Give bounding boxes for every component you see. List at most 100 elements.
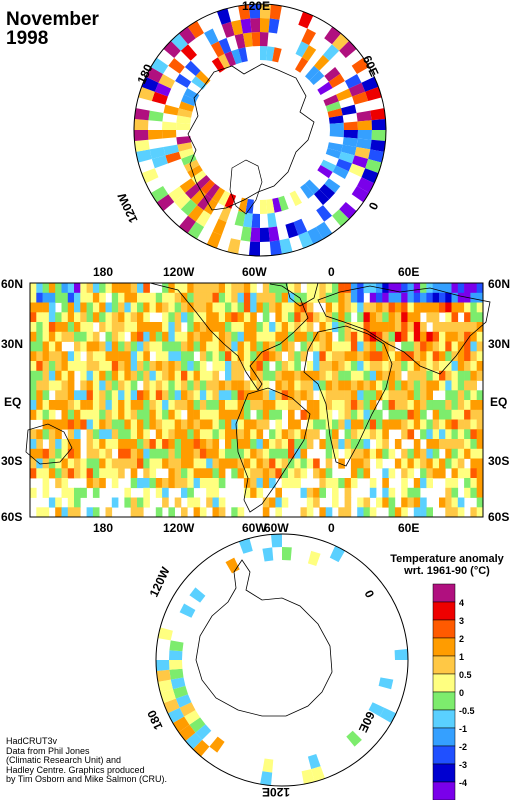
- anomaly-cell: [158, 74, 176, 89]
- anomaly-cell: [363, 331, 371, 342]
- anomaly-cell: [382, 468, 389, 479]
- anomaly-cell: [394, 302, 402, 313]
- anomaly-cell: [432, 361, 440, 372]
- anomaly-cell: [332, 370, 339, 381]
- anomaly-cell: [169, 660, 183, 670]
- world-top-lon-120w: 120W: [163, 265, 195, 279]
- anomaly-cell: [187, 419, 194, 430]
- anomaly-cell: [451, 283, 459, 294]
- anomaly-cell: [187, 390, 194, 401]
- anomaly-cell: [388, 507, 396, 518]
- anomaly-cell: [269, 331, 276, 342]
- anomaly-cell: [74, 400, 81, 411]
- anomaly-cell: [363, 302, 371, 313]
- anomaly-cell: [262, 390, 270, 401]
- anomaly-cell: [170, 33, 188, 51]
- anomaly-cell: [193, 380, 201, 391]
- anomaly-cell: [319, 507, 326, 518]
- anomaly-cell: [174, 380, 182, 391]
- north-label-120e: 120E: [242, 0, 271, 13]
- anomaly-cell: [464, 331, 471, 342]
- anomaly-cell: [476, 370, 484, 381]
- anomaly-cell: [118, 312, 125, 323]
- anomaly-cell: [138, 86, 155, 101]
- legend-tick-label: 0: [459, 688, 465, 698]
- anomaly-cell: [48, 468, 56, 479]
- anomaly-cell: [179, 178, 196, 193]
- anomaly-cell: [394, 312, 402, 323]
- anomaly-cell: [394, 439, 402, 450]
- anomaly-cell: [231, 48, 242, 65]
- anomaly-cell: [250, 487, 257, 498]
- south-label-60w: 60W: [264, 521, 289, 535]
- anomaly-cell: [187, 165, 203, 179]
- world-right-lat-60n: 60N: [488, 277, 511, 291]
- anomaly-cell: [306, 322, 314, 333]
- anomaly-cell: [432, 429, 440, 440]
- anomaly-cell: [61, 302, 69, 313]
- anomaly-cell: [407, 370, 415, 381]
- anomaly-cell: [61, 361, 69, 372]
- anomaly-cell: [199, 361, 207, 372]
- anomaly-cell: [181, 302, 188, 313]
- anomaly-cell: [470, 322, 477, 333]
- anomaly-cell: [262, 497, 270, 508]
- anomaly-cell: [237, 351, 245, 362]
- anomaly-cell: [338, 302, 345, 313]
- anomaly-cell: [218, 478, 226, 489]
- anomaly-cell: [445, 507, 452, 518]
- anomaly-cell: [288, 429, 295, 440]
- anomaly-cell: [256, 487, 264, 498]
- anomaly-cell: [388, 292, 396, 303]
- anomaly-cell: [256, 400, 264, 411]
- anomaly-cell: [67, 448, 75, 459]
- anomaly-cell: [206, 331, 213, 342]
- anomaly-cell: [457, 322, 465, 333]
- legend-title: Temperature anomaly wrt. 1961-90 (°C): [382, 553, 512, 577]
- anomaly-cell: [162, 341, 169, 352]
- anomaly-cell: [401, 400, 408, 411]
- anomaly-cell: [249, 241, 260, 256]
- credit-line: HadCRUT3v: [6, 736, 58, 746]
- anomaly-cell: [457, 341, 465, 352]
- anomaly-cell: [86, 341, 94, 352]
- anomaly-cell: [401, 283, 408, 294]
- anomaly-cell: [55, 400, 62, 411]
- anomaly-cell: [445, 302, 452, 313]
- legend-swatch: [432, 619, 456, 639]
- anomaly-cell: [369, 507, 377, 518]
- anomaly-cell: [36, 448, 43, 459]
- anomaly-cell: [426, 370, 433, 381]
- anomaly-cell: [218, 302, 226, 313]
- anomaly-cell: [149, 322, 157, 333]
- anomaly-cell: [137, 341, 144, 352]
- anomaly-cell: [317, 165, 333, 179]
- anomaly-cell: [470, 312, 477, 323]
- world-left-lat-eq: EQ: [4, 395, 22, 409]
- anomaly-cell: [250, 322, 257, 333]
- anomaly-cell: [420, 400, 427, 411]
- anomaly-cell: [300, 468, 308, 479]
- anomaly-cell: [74, 507, 81, 518]
- anomaly-cell: [30, 458, 37, 469]
- anomaly-cell: [199, 370, 207, 381]
- anomaly-cell: [420, 331, 427, 342]
- anomaly-cell: [439, 341, 446, 352]
- anomaly-cell: [99, 292, 106, 303]
- credit-line: Hadley Centre. Graphics produced: [6, 764, 145, 775]
- anomaly-cell: [363, 390, 371, 401]
- anomaly-cell: [250, 361, 257, 372]
- anomaly-cell: [260, 4, 271, 19]
- anomaly-cell: [401, 458, 408, 469]
- anomaly-cell: [237, 302, 245, 313]
- anomaly-cell: [181, 312, 188, 323]
- anomaly-cell: [174, 193, 191, 210]
- anomaly-cell: [294, 400, 301, 411]
- anomaly-cell: [211, 41, 225, 58]
- anomaly-cell: [225, 370, 232, 381]
- anomaly-cell: [301, 769, 315, 785]
- anomaly-cell: [262, 283, 270, 294]
- anomaly-cell: [118, 351, 125, 362]
- anomaly-cell: [365, 86, 382, 101]
- anomaly-cell: [243, 292, 251, 303]
